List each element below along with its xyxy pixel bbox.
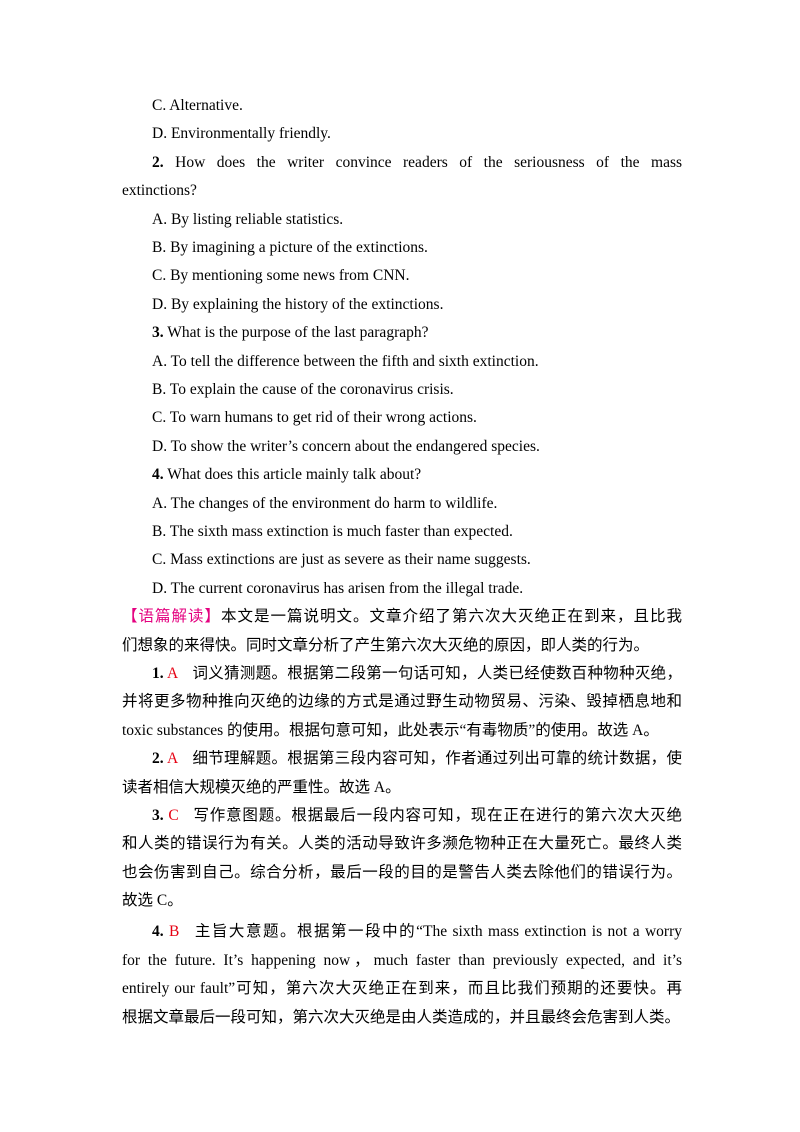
answer-number: 1. (152, 665, 164, 682)
question-number: 2. (152, 153, 164, 171)
answer-line: 并将更多物种推向灭绝的边缘的方式是通过野生动物贸易、污染、毁掉栖息地和 (122, 691, 682, 713)
answer-line: 和人类的错误行为有关。人类的活动导致许多濒危物种正在大量死亡。最终人类 (122, 833, 682, 855)
option-line: C. To warn humans to get rid of their wr… (152, 407, 477, 429)
answer-letter: B (169, 923, 180, 941)
option-line: B. To explain the cause of the coronavir… (152, 379, 454, 401)
answer-letter: A (166, 750, 179, 768)
option-line: D. Environmentally friendly. (152, 123, 331, 145)
option-line: A. The changes of the environment do har… (152, 493, 497, 515)
answer-number: 3. (152, 807, 164, 824)
answer-line: 2. A 细节理解题。根据第三段内容可知，作者通过列出可靠的统计数据，使 (152, 748, 682, 770)
analysis-line: 【语篇解读】本文是一篇说明文。文章介绍了第六次大灭绝正在到来，且比我 (122, 606, 682, 628)
answer-text: 主旨大意题。根据第一段中的“The sixth mass extinction … (193, 923, 682, 941)
option-line: D. To show the writer’s concern about th… (152, 436, 540, 458)
answer-text: for the future. It’s happening now，much … (122, 951, 682, 969)
option-line: D. By explaining the history of the exti… (152, 294, 443, 316)
answer-line: 故选 C。 (122, 890, 183, 912)
answer-head: 4. B (152, 923, 193, 940)
answer-line: 3. C 写作意图题。根据最后一段内容可知，现在正在进行的第六次大灭绝 (152, 805, 682, 827)
answer-text: 写作意图题。根据最后一段内容可知，现在正在进行的第六次大灭绝 (192, 807, 682, 824)
answer-text: 也会伤害到自己。综合分析，最后一段的目的是警告人类去除他们的错误行为。 (122, 863, 682, 881)
question-line: 2. How does the writer convince readers … (152, 152, 682, 174)
analysis-line: 们想象的来得快。同时文章分析了产生第六次大灭绝的原因，即人类的行为。 (122, 635, 649, 657)
answer-text: 根据文章最后一段可知，第六次大灭绝是由人类造成的，并且最终会危害到人类。 (122, 1008, 681, 1026)
answer-head: 3. C (152, 807, 193, 824)
analysis-text: 们想象的来得快。同时文章分析了产生第六次大灭绝的原因，即人类的行为。 (122, 636, 650, 654)
answer-text: 细节理解题。根据第三段内容可知，作者通过列出可靠的统计数据，使 (192, 750, 682, 768)
option-line: C. Mass extinctions are just as severe a… (152, 549, 531, 571)
option-line: B. By imagining a picture of the extinct… (152, 237, 428, 259)
option: D. By explaining the history of the exti… (152, 295, 444, 313)
answer-text: 故选 C。 (122, 892, 183, 910)
answer-head: 2. A (152, 750, 192, 767)
option: A. By listing reliable statistics. (152, 210, 344, 228)
question-text: extinctions? (122, 182, 197, 200)
option: B. The sixth mass extinction is much fas… (152, 523, 513, 540)
option: A. To tell the difference between the fi… (152, 352, 539, 370)
question-text: What does this article mainly talk about… (167, 466, 422, 484)
answer-head: 1. A (152, 665, 192, 682)
answer-line: entirely our fault”可知，第六次大灭绝正在到来，而且比我们预期… (122, 978, 682, 1000)
answer-line: toxic substances 的使用。根据句意可知，此处表示“有毒物质”的使… (122, 720, 659, 742)
question-text: How does the writer convince readers of … (175, 153, 682, 171)
question-line: 4. What does this article mainly talk ab… (152, 464, 421, 486)
answer-letter: C (168, 807, 179, 824)
analysis-text: 本文是一篇说明文。文章介绍了第六次大灭绝正在到来，且比我 (221, 608, 682, 626)
option-line: B. The sixth mass extinction is much fas… (152, 521, 513, 543)
option: C. By mentioning some news from CNN. (152, 267, 410, 285)
answer-text: entirely our fault”可知，第六次大灭绝正在到来，而且比我们预期… (122, 980, 682, 998)
option: C. Mass extinctions are just as severe a… (152, 551, 531, 569)
answer-line: for the future. It’s happening now，much … (122, 950, 682, 972)
option: C. Alternative. (152, 97, 243, 114)
option-line: C. By mentioning some news from CNN. (152, 265, 409, 287)
option-line: C. Alternative. (152, 95, 243, 117)
answer-line: 1. A 词义猜测题。根据第二段第一句话可知，人类已经使数百种物种灭绝， (152, 663, 682, 685)
answer-text: 读者相信大规模灭绝的严重性。故选 A。 (122, 778, 401, 796)
option: C. To warn humans to get rid of their wr… (152, 409, 477, 427)
answer-number: 4. (152, 923, 164, 941)
answer-line: 也会伤害到自己。综合分析，最后一段的目的是警告人类去除他们的错误行为。 (122, 862, 682, 884)
option-line: A. To tell the difference between the fi… (152, 351, 539, 373)
answer-line: 4. B 主旨大意题。根据第一段中的“The sixth mass extinct… (152, 921, 682, 943)
answer-number: 2. (152, 750, 164, 768)
answer-letter: A (166, 665, 179, 682)
question-number: 3. (152, 324, 164, 342)
option: D. Environmentally friendly. (152, 125, 331, 143)
answer-text: toxic substances 的使用。根据句意可知，此处表示“有毒物质”的使… (122, 721, 659, 739)
question-line: extinctions? (122, 180, 197, 202)
question-number: 4. (152, 466, 164, 484)
answer-text: 词义猜测题。根据第二段第一句话可知，人类已经使数百种物种灭绝， (192, 665, 682, 682)
answer-line: 读者相信大规模灭绝的严重性。故选 A。 (122, 777, 401, 799)
question-text: What is the purpose of the last paragrap… (167, 324, 429, 342)
option: B. By imagining a picture of the extinct… (152, 239, 428, 256)
option-line: A. By listing reliable statistics. (152, 209, 343, 231)
question-line: 3. What is the purpose of the last parag… (152, 322, 429, 344)
option: A. The changes of the environment do har… (152, 494, 498, 512)
analysis-label: 【语篇解读】 (122, 608, 221, 626)
answer-line: 根据文章最后一段可知，第六次大灭绝是由人类造成的，并且最终会危害到人类。 (122, 1007, 680, 1029)
option: D. The current coronavirus has arisen fr… (152, 579, 524, 597)
option-line: D. The current coronavirus has arisen fr… (152, 578, 523, 600)
answer-text: 和人类的错误行为有关。人类的活动导致许多濒危物种正在大量死亡。最终人类 (122, 835, 682, 853)
answer-text: 并将更多物种推向灭绝的边缘的方式是通过野生动物贸易、污染、毁掉栖息地和 (122, 693, 682, 711)
option: B. To explain the cause of the coronavir… (152, 381, 454, 398)
option: D. To show the writer’s concern about th… (152, 437, 540, 455)
